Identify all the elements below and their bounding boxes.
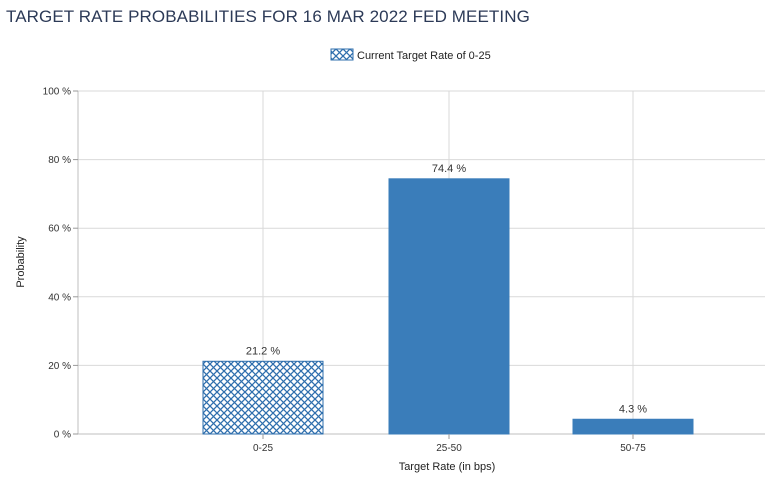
y-tick-label: 20 % <box>48 361 71 372</box>
bar-25-50 <box>388 178 510 435</box>
x-axis-title: Target Rate (in bps) <box>399 461 496 473</box>
x-tick-label: 0-25 <box>253 443 273 454</box>
bar-value-label: 21.2 % <box>246 345 280 357</box>
bar-50-75 <box>572 418 694 435</box>
x-tick-label: 50-75 <box>620 443 646 454</box>
y-tick-label: 100 % <box>43 87 71 98</box>
x-tick-label: 25-50 <box>436 443 462 454</box>
y-tick-label: 40 % <box>48 292 71 303</box>
legend-label: Current Target Rate of 0-25 <box>357 50 491 62</box>
chart-title: TARGET RATE PROBABILITIES FOR 16 MAR 202… <box>6 7 530 26</box>
bar-value-label: 4.3 % <box>619 403 647 415</box>
legend-swatch-current-target <box>330 48 354 61</box>
bar-0-25 <box>202 360 324 435</box>
bar-value-label: 74.4 % <box>432 163 466 175</box>
y-tick-label: 80 % <box>48 155 71 166</box>
y-axis-title: Probability <box>15 236 27 288</box>
y-tick-label: 0 % <box>54 430 71 441</box>
chart-legend: Current Target Rate of 0-25 <box>330 48 491 62</box>
y-tick-label: 60 % <box>48 224 71 235</box>
